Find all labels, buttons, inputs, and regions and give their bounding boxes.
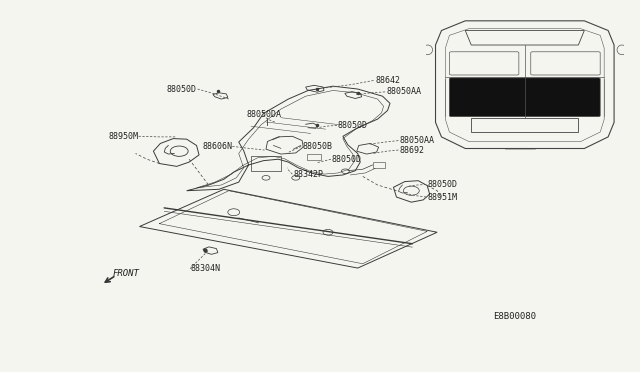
Text: 88050D: 88050D (166, 84, 196, 93)
Text: 88692: 88692 (400, 145, 425, 154)
Text: 88342P: 88342P (293, 170, 323, 179)
Bar (251, 156, 281, 171)
Text: 88951M: 88951M (428, 193, 457, 202)
Text: FRONT: FRONT (112, 269, 139, 278)
Bar (372, 161, 385, 168)
Text: 88050AA: 88050AA (400, 136, 435, 145)
Text: 88606N: 88606N (203, 142, 233, 151)
Text: 88050DA: 88050DA (246, 110, 281, 119)
Text: 88304N: 88304N (190, 264, 220, 273)
Text: 88050AA: 88050AA (387, 87, 422, 96)
Bar (307, 154, 321, 160)
Text: 88050B: 88050B (302, 142, 332, 151)
FancyBboxPatch shape (449, 78, 600, 116)
Text: 88050D: 88050D (338, 121, 368, 130)
Text: 88050D: 88050D (332, 155, 362, 164)
Text: 88642: 88642 (375, 76, 400, 85)
Text: E8B00080: E8B00080 (493, 312, 536, 321)
Text: 88050D: 88050D (428, 180, 457, 189)
Text: 88950M: 88950M (109, 132, 138, 141)
